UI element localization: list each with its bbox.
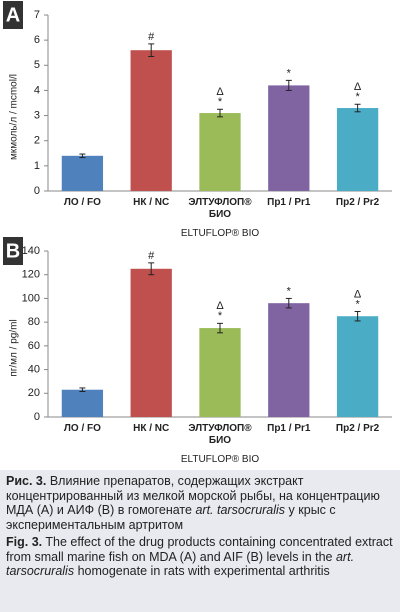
caption-label: Fig. 3. <box>6 535 43 549</box>
y-tick-label: 5 <box>34 59 40 71</box>
y-tick-label: 6 <box>34 34 40 46</box>
bar <box>199 328 241 417</box>
y-tick-label: 2 <box>34 135 40 147</box>
panel-badge <box>3 237 23 265</box>
x-tick-label: Пр1 / Pr1 <box>267 197 311 208</box>
caption-label: Рис. 3. <box>6 474 47 488</box>
caption-italic: art. tarsocruralis <box>6 549 355 579</box>
x-tick-label: ЭЛТУФЛОП® БИО <box>188 423 252 446</box>
x-tick-sublabel: ELTUFLOP® BIO <box>180 228 260 239</box>
significance-mark: Δ <box>354 81 362 93</box>
y-tick-label: 140 <box>22 245 40 257</box>
bar <box>61 389 104 417</box>
significance-mark: Δ <box>216 86 224 98</box>
panel-label: B <box>6 240 20 262</box>
y-tick-label: 80 <box>28 316 40 328</box>
y-tick-label: 20 <box>28 387 40 399</box>
y-tick-label: 120 <box>22 269 40 281</box>
y-tick-label: 1 <box>34 160 40 172</box>
y-tick-label: 40 <box>28 363 40 375</box>
y-tick-label: 4 <box>34 84 40 96</box>
y-tick-label: 7 <box>34 9 40 21</box>
bar <box>268 85 310 191</box>
caption-text: у крыс с экспериментальным артритом <box>6 503 336 532</box>
bar <box>268 303 310 417</box>
caption-ru: Рис. 3. Влияние препаратов, содержащих э… <box>6 474 394 532</box>
panel-badge <box>3 1 23 29</box>
significance-mark: # <box>148 31 155 43</box>
x-tick-label: ЛО / FO <box>63 423 101 434</box>
bar <box>61 155 104 191</box>
bar <box>130 50 172 192</box>
bar <box>130 268 172 417</box>
significance-mark: * <box>287 67 292 79</box>
y-axis-label: мкмоль/л / mcmol/l <box>9 74 20 160</box>
bar <box>199 113 241 191</box>
significance-mark: * <box>218 96 223 108</box>
significance-mark: Δ <box>354 288 362 300</box>
caption-text: Влияние препаратов, содержащих экстракт … <box>6 474 380 517</box>
y-tick-label: 60 <box>28 340 40 352</box>
significance-mark: * <box>355 91 360 103</box>
caption-italic: art. tarsocruralis <box>195 503 286 517</box>
significance-mark: * <box>287 285 292 297</box>
x-tick-sublabel: ELTUFLOP® BIO <box>180 454 260 465</box>
y-tick-label: 100 <box>22 292 40 304</box>
y-tick-label: 0 <box>34 185 40 197</box>
panel-label: A <box>6 4 20 26</box>
x-tick-label: НК / NC <box>133 197 170 208</box>
y-tick-label: 0 <box>34 411 40 423</box>
bar <box>336 316 379 417</box>
caption-text: homogenate in rats with experimental art… <box>77 564 330 578</box>
caption-en: Fig. 3. The effect of the drug products … <box>6 535 394 579</box>
x-tick-label: Пр2 / Pr2 <box>335 423 380 434</box>
caption-text: The effect of the drug products containi… <box>6 535 393 564</box>
significance-mark: # <box>148 250 155 262</box>
y-tick-label: 3 <box>34 109 40 121</box>
x-tick-label: ЭЛТУФЛОП® БИО <box>188 197 252 220</box>
bar <box>336 108 379 191</box>
significance-mark: * <box>355 298 360 310</box>
x-tick-label: ЛО / FO <box>63 197 101 208</box>
x-tick-label: Пр2 / Pr2 <box>335 197 380 208</box>
x-tick-label: Пр1 / Pr1 <box>267 423 311 434</box>
significance-mark: Δ <box>216 300 224 312</box>
x-tick-label: НК / NC <box>133 423 170 434</box>
significance-mark: * <box>218 310 223 322</box>
y-axis-label: пг/мл / pg/ml <box>9 319 20 376</box>
caption: Рис. 3. Влияние препаратов, содержащих э… <box>0 470 400 612</box>
